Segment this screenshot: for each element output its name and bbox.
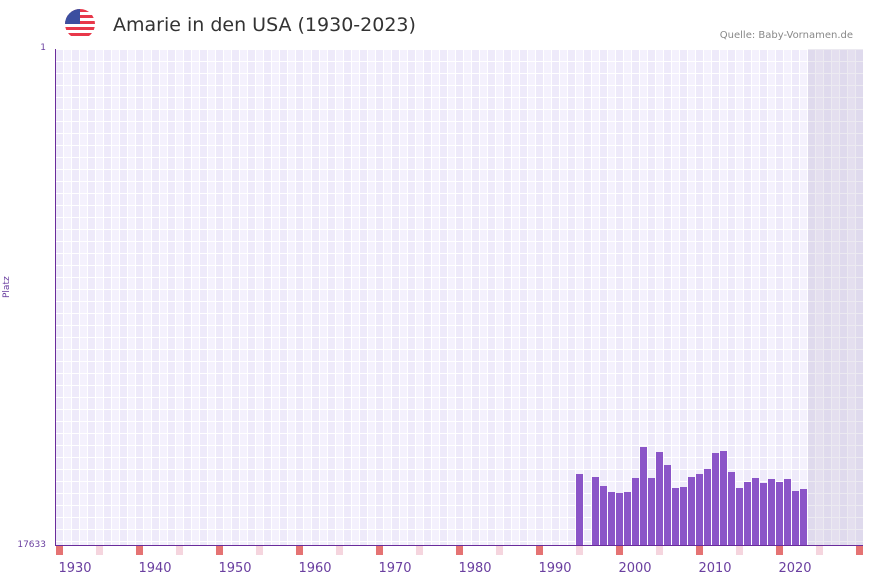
- bar-2018[interactable]: [776, 481, 783, 545]
- x-tick-label: 2020: [778, 561, 812, 576]
- bar-2020[interactable]: [792, 490, 799, 545]
- bar-2017[interactable]: [768, 478, 775, 545]
- future-shade: [808, 49, 863, 545]
- x-tick-label: 1990: [538, 561, 572, 576]
- x-tick-label: 2000: [618, 561, 652, 576]
- bar-2008[interactable]: [696, 473, 703, 545]
- bar-2014[interactable]: [744, 481, 751, 545]
- decade-marker: [776, 546, 783, 555]
- x-tick-label: 1950: [218, 561, 252, 576]
- decade-marker: [96, 546, 103, 555]
- decade-marker: [496, 546, 503, 555]
- decade-marker: [416, 546, 423, 555]
- x-tick-label: 1980: [458, 561, 492, 576]
- decade-marker: [336, 546, 343, 555]
- y-tick-top: 1: [40, 43, 46, 53]
- bar-2011[interactable]: [720, 450, 727, 545]
- x-tick-label: 1930: [58, 561, 92, 576]
- bar-2019[interactable]: [784, 478, 791, 545]
- decade-marker: [376, 546, 383, 555]
- y-axis-title: Platz: [2, 276, 12, 298]
- plot-area: [56, 49, 863, 545]
- bar-2002[interactable]: [648, 477, 655, 545]
- y-axis-line: [55, 49, 56, 546]
- bar-1996[interactable]: [600, 485, 607, 545]
- bar-2000[interactable]: [632, 477, 639, 545]
- x-tick-label: 1970: [378, 561, 412, 576]
- decade-marker: [816, 546, 823, 555]
- bar-2005[interactable]: [672, 487, 679, 545]
- bar-2003[interactable]: [656, 452, 663, 545]
- bar-1997[interactable]: [608, 491, 615, 545]
- decade-marker: [56, 546, 63, 555]
- decade-marker: [856, 546, 863, 555]
- decade-marker: [536, 546, 543, 555]
- decade-marker: [656, 546, 663, 555]
- bar-2009[interactable]: [704, 468, 711, 545]
- x-tick-label: 1960: [298, 561, 332, 576]
- decade-marker: [456, 546, 463, 555]
- bar-2021[interactable]: [800, 488, 807, 545]
- decade-marker: [296, 546, 303, 555]
- bar-2006[interactable]: [680, 486, 687, 545]
- x-axis-line: [55, 545, 863, 546]
- bar-2007[interactable]: [688, 476, 695, 545]
- x-tick-label: 2010: [698, 561, 732, 576]
- bar-2012[interactable]: [728, 471, 735, 545]
- decade-marker: [736, 546, 743, 555]
- bar-1995[interactable]: [592, 476, 599, 545]
- chart-title: Amarie in den USA (1930-2023): [113, 14, 416, 36]
- bar-2013[interactable]: [736, 487, 743, 545]
- y-tick-bottom: 17633: [17, 540, 46, 550]
- bar-2015[interactable]: [752, 477, 759, 545]
- bar-2010[interactable]: [712, 452, 719, 545]
- decade-marker: [216, 546, 223, 555]
- decade-marker: [576, 546, 583, 555]
- bar-2004[interactable]: [664, 464, 671, 545]
- bar-1998[interactable]: [616, 492, 623, 545]
- bar-1993[interactable]: [576, 473, 583, 545]
- bar-2001[interactable]: [640, 446, 647, 545]
- decade-marker: [616, 546, 623, 555]
- bar-1999[interactable]: [624, 491, 631, 545]
- decade-marker: [696, 546, 703, 555]
- decade-marker: [176, 546, 183, 555]
- us-flag-icon: [65, 9, 95, 39]
- x-tick-label: 1940: [138, 561, 172, 576]
- decade-marker: [256, 546, 263, 555]
- source-label: Quelle: Baby-Vornamen.de: [719, 30, 853, 41]
- decade-marker: [136, 546, 143, 555]
- bar-2016[interactable]: [760, 482, 767, 545]
